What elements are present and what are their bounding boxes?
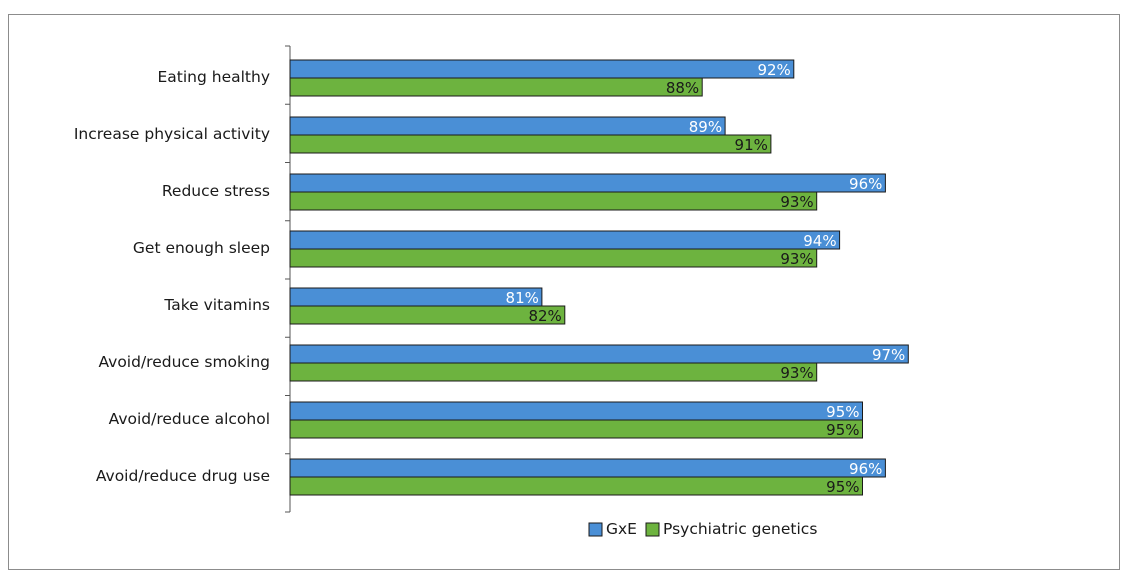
- category-label: Avoid/reduce smoking: [98, 353, 270, 371]
- chart-frame: Eating healthy 92% 88% Increase physical ac…: [8, 14, 1120, 570]
- bar-psychiatric-genetics: [289, 419, 863, 439]
- bar-gxe: [289, 458, 886, 478]
- data-label: 95%: [826, 421, 859, 439]
- bar-psychiatric-genetics: [289, 248, 818, 268]
- legend-entry: Psychiatric genetics: [663, 520, 817, 538]
- data-label: 82%: [528, 307, 561, 325]
- legend: GxE Psychiatric genetics: [588, 520, 817, 538]
- category-label: Reduce stress: [162, 182, 270, 200]
- data-label: 92%: [757, 61, 790, 79]
- category-label: Avoid/reduce alcohol: [109, 410, 270, 428]
- bar-gxe: [289, 401, 863, 421]
- data-label: 91%: [735, 136, 768, 154]
- legend-swatch: [588, 522, 603, 537]
- category-label: Increase physical activity: [74, 125, 270, 143]
- bar-gxe: [289, 59, 795, 79]
- bar-gxe: [289, 344, 909, 364]
- data-label: 81%: [506, 289, 539, 307]
- legend-entry: GxE: [606, 520, 637, 538]
- category-label: Get enough sleep: [133, 239, 270, 257]
- bar-psychiatric-genetics: [289, 476, 863, 496]
- data-label: 93%: [780, 250, 813, 268]
- data-label: 97%: [872, 346, 905, 364]
- bar-gxe: [289, 230, 841, 250]
- category-label: Eating healthy: [157, 68, 270, 86]
- data-label: 88%: [666, 79, 699, 97]
- bar-psychiatric-genetics: [289, 134, 772, 154]
- data-label: 96%: [849, 175, 882, 193]
- bar-chart: Eating healthy 92% 88% Increase physical ac…: [74, 45, 909, 538]
- bar-psychiatric-genetics: [289, 362, 818, 382]
- data-label: 95%: [826, 403, 859, 421]
- bar-gxe: [289, 287, 543, 307]
- bar-gxe: [289, 173, 886, 193]
- data-label: 95%: [826, 478, 859, 496]
- bar-psychiatric-genetics: [289, 77, 703, 97]
- bar-psychiatric-genetics: [289, 191, 818, 211]
- category-label: Take vitamins: [163, 296, 270, 314]
- category-label: Avoid/reduce drug use: [96, 467, 270, 485]
- data-label: 93%: [780, 364, 813, 382]
- data-label: 94%: [803, 232, 836, 250]
- bar-gxe: [289, 116, 726, 136]
- plot-area: Eating healthy 92% 88% Increase physical ac…: [74, 45, 909, 513]
- data-label: 93%: [780, 193, 813, 211]
- bar-psychiatric-genetics: [289, 305, 566, 325]
- data-label: 89%: [689, 118, 722, 136]
- legend-swatch: [645, 522, 660, 537]
- data-label: 96%: [849, 460, 882, 478]
